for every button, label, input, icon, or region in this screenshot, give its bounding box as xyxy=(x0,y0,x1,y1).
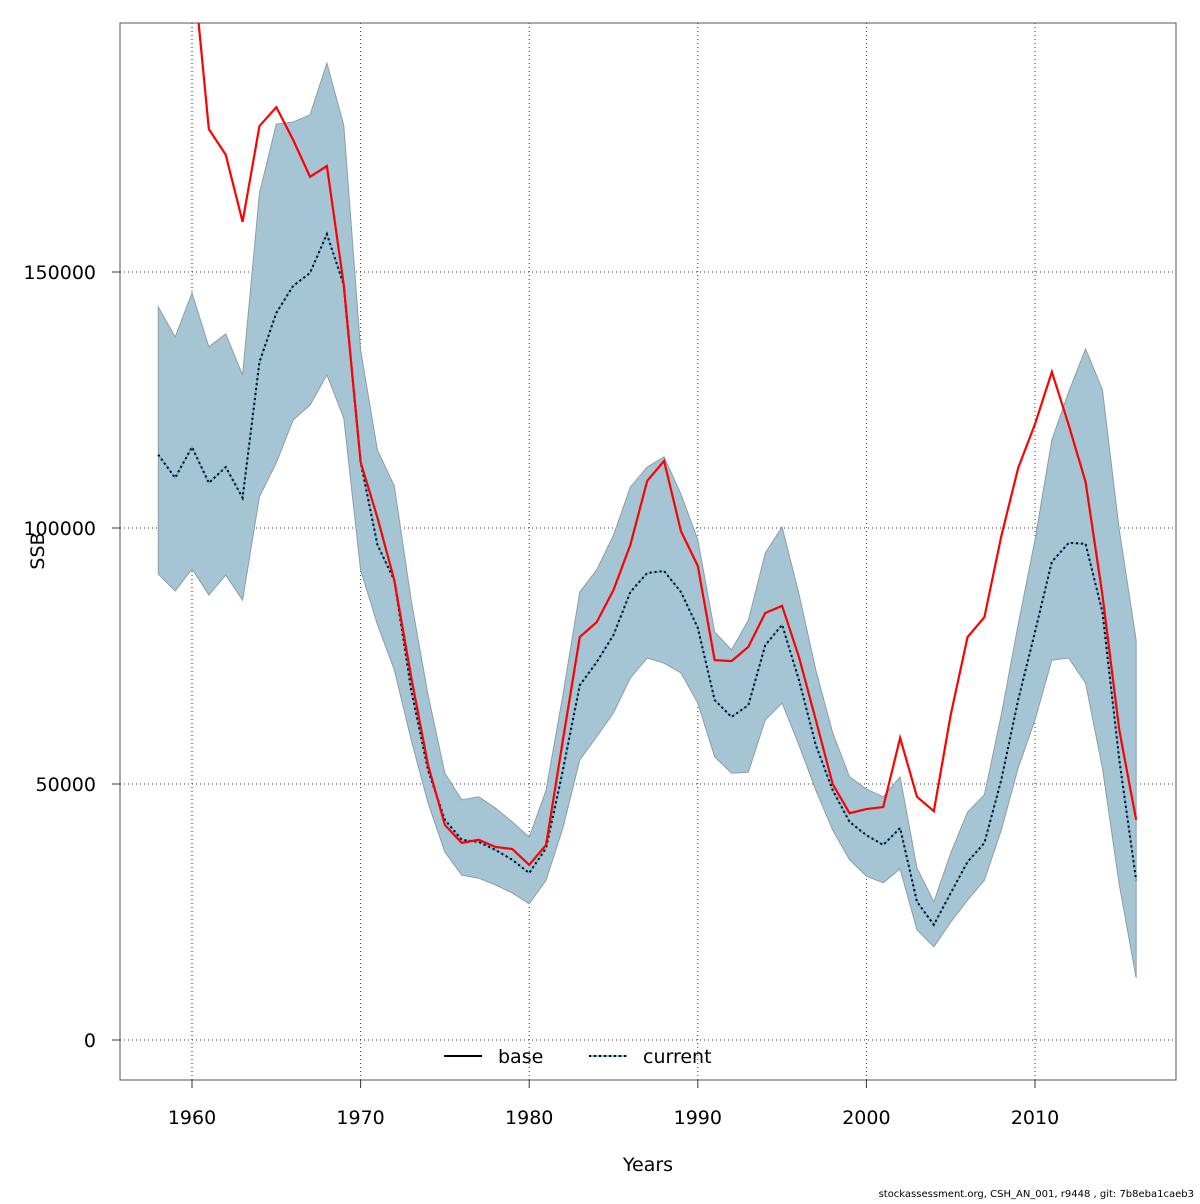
legend-current-label: current xyxy=(643,1046,712,1068)
legend: base current xyxy=(444,1046,712,1068)
x-tick-label: 2000 xyxy=(842,1107,890,1129)
y-axis-label: SSB xyxy=(27,532,49,569)
y-tick-label: 50000 xyxy=(36,774,96,796)
plot-area xyxy=(158,0,1136,978)
x-axis-label: Years xyxy=(622,1154,673,1176)
x-tick-label: 1980 xyxy=(505,1107,553,1129)
y-tick-label: 150000 xyxy=(23,262,96,284)
x-tick-label: 2010 xyxy=(1011,1107,1059,1129)
x-tick-label: 1960 xyxy=(168,1107,216,1129)
confidence-band xyxy=(158,63,1136,978)
x-tick-label: 1990 xyxy=(674,1107,722,1129)
x-axis: 1960 1970 1980 1990 2000 2010 xyxy=(168,1080,1059,1129)
x-tick-label: 1970 xyxy=(336,1107,384,1129)
footer-credit: stockassessment.org, CSH_AN_001, r9448 ,… xyxy=(879,1189,1194,1200)
y-tick-label: 0 xyxy=(84,1030,96,1052)
legend-base-label: base xyxy=(498,1046,543,1068)
